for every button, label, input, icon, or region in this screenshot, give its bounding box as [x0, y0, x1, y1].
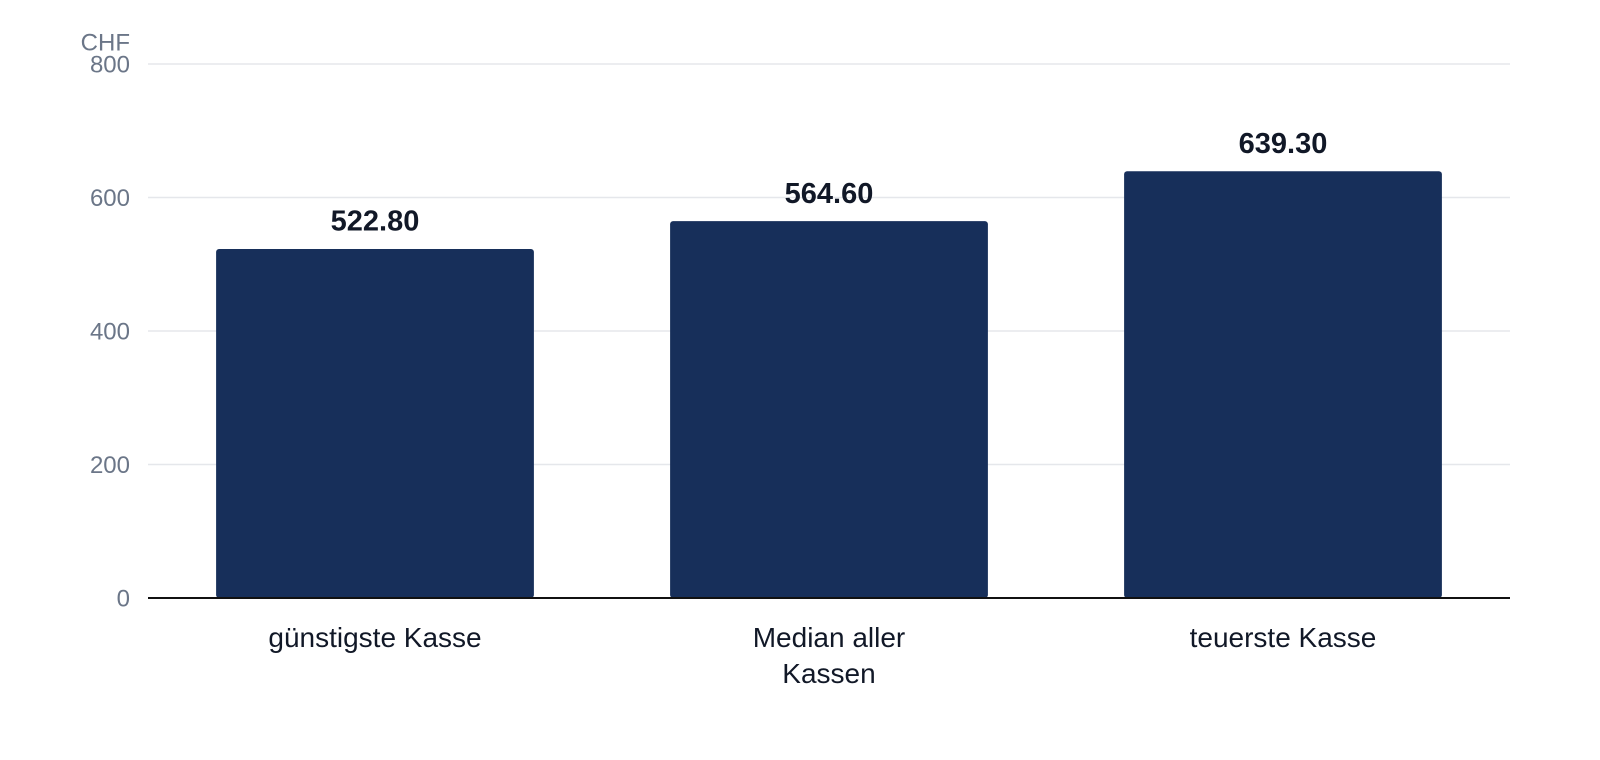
value-label: 522.80 — [331, 206, 420, 238]
y-tick-label: 200 — [90, 452, 130, 479]
x-tick-label: teuerste Kasse — [1189, 622, 1377, 653]
bar — [670, 221, 988, 598]
value-label: 564.60 — [785, 178, 874, 210]
y-tick-label: 800 — [90, 51, 130, 78]
x-tick-label: günstigste Kasse — [268, 622, 482, 653]
bar — [1124, 171, 1442, 598]
bar — [216, 249, 534, 598]
y-tick-label: 400 — [90, 318, 130, 345]
value-label: 639.30 — [1239, 128, 1328, 160]
x-tick-label: Median aller Kassen — [752, 622, 906, 689]
y-tick-label: 600 — [90, 185, 130, 212]
y-axis-unit: CHF — [81, 29, 130, 56]
y-tick-label: 0 — [117, 585, 130, 612]
